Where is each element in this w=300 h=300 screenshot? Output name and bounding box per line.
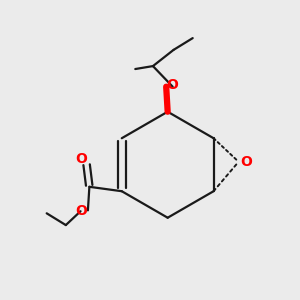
Text: O: O bbox=[76, 204, 87, 218]
Polygon shape bbox=[166, 87, 169, 112]
Text: O: O bbox=[240, 155, 252, 169]
Text: O: O bbox=[75, 152, 87, 166]
Text: O: O bbox=[167, 78, 178, 92]
